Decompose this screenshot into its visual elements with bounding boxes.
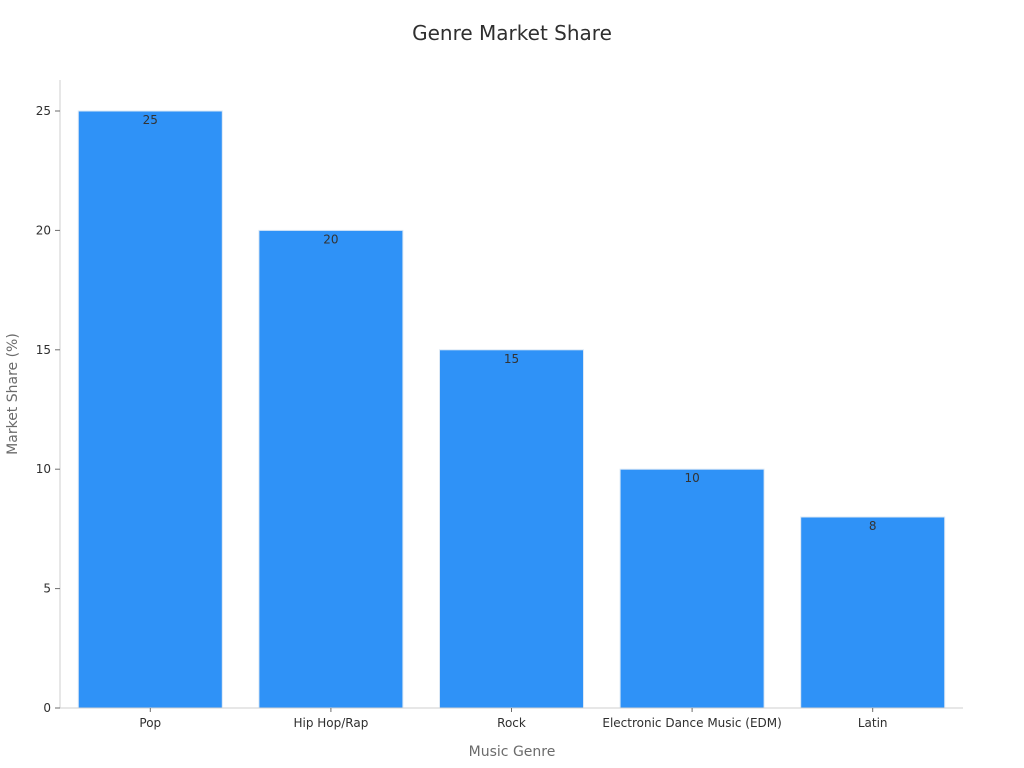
chart-title: Genre Market Share [412,21,612,45]
y-tick-label-0: 0 [43,701,51,715]
y-tick-label-2: 10 [36,462,51,476]
data-label-1: 20 [323,232,338,246]
bars-group [77,110,946,709]
bar-2 [439,349,584,709]
data-labels-group: 25 20 15 10 8 [143,113,877,533]
y-axis-title: Market Share (%) [5,333,21,455]
y-tick-label-3: 15 [36,343,51,357]
x-tick-label-4: Latin [858,716,888,730]
data-label-3: 10 [684,471,699,485]
x-ticks-group: Pop Hip Hop/Rap Rock Electronic Dance Music… [139,708,888,730]
x-axis-title: Music Genre [469,744,556,760]
y-ticks-group: 0 5 10 15 20 25 [36,104,60,715]
y-tick-label-1: 5 [43,582,51,596]
bar-1 [258,229,404,709]
bar-4 [800,516,946,709]
data-label-0: 25 [143,113,158,127]
data-label-4: 8 [869,519,877,533]
x-tick-label-3: Electronic Dance Music (EDM) [602,716,781,730]
bar-0 [77,110,223,709]
x-tick-label-2: Rock [497,716,526,730]
bar-3 [619,468,765,709]
data-label-2: 15 [504,352,519,366]
x-tick-label-0: Pop [139,716,161,730]
x-tick-label-1: Hip Hop/Rap [293,716,368,730]
y-tick-label-4: 20 [36,223,51,237]
y-tick-label-5: 25 [36,104,51,118]
